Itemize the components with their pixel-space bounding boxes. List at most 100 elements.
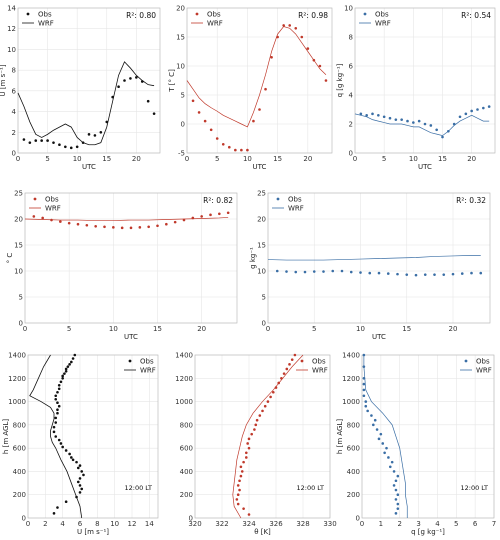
legend-label-wrf: WRF: [476, 367, 492, 375]
obs-point: [394, 118, 398, 121]
obs-point: [362, 376, 366, 380]
obs-point: [451, 272, 455, 276]
obs-point: [406, 119, 409, 123]
obs-point: [56, 390, 59, 394]
y-tick-label: 200: [13, 491, 26, 499]
y-tick-label: 800: [347, 421, 360, 429]
y-tick-label: 0: [19, 320, 23, 328]
obs-point: [191, 216, 195, 220]
obs-point: [75, 495, 78, 499]
obs-point: [226, 211, 230, 215]
y-axis-label: h [m AGL]: [2, 419, 10, 454]
obs-point: [203, 119, 207, 123]
obs-point: [254, 423, 258, 427]
obs-point: [70, 360, 73, 364]
obs-point: [56, 408, 59, 412]
y-tick-label: 10: [7, 46, 16, 54]
x-tick-label: 322: [215, 520, 228, 528]
y-tick-label: 6: [349, 63, 354, 71]
obs-point: [173, 220, 177, 224]
obs-point: [364, 400, 368, 403]
obs-point: [388, 465, 392, 469]
y-tick-label: 600: [13, 445, 26, 453]
y-tick-label: 200: [347, 491, 360, 499]
obs-point: [396, 507, 400, 510]
obs-point: [386, 272, 390, 275]
r2-label: R²: 0.54: [461, 11, 491, 20]
obs-point: [54, 397, 58, 401]
obs-point: [270, 56, 273, 59]
y-tick-label: 1400: [175, 352, 193, 360]
r2-label: R²: 0.80: [126, 11, 156, 20]
x-tick-label: 6: [78, 520, 83, 528]
y-tick-label: 0: [181, 121, 185, 129]
x-tick-label: 15: [102, 155, 111, 163]
y-tick-label: 1200: [342, 375, 360, 383]
plot-frame: [24, 192, 238, 324]
x-tick-label: 15: [402, 325, 411, 333]
y-tick-label: 20: [14, 216, 23, 224]
x-tick-label: 12: [128, 520, 137, 528]
obs-point: [68, 452, 71, 456]
obs-point: [322, 270, 325, 273]
obs-point: [266, 400, 270, 403]
obs-point: [209, 128, 213, 132]
obs-point: [276, 35, 279, 39]
obs-point: [221, 143, 225, 146]
x-tick-label: 10: [73, 155, 82, 163]
obs-point: [312, 270, 316, 273]
obs-point: [64, 145, 67, 149]
obs-point: [253, 428, 256, 431]
obs-point: [59, 220, 62, 223]
y-tick-label: 0: [12, 150, 16, 158]
legend-marker-obs: [26, 12, 30, 16]
obs-point: [209, 213, 212, 217]
plot-frame: [267, 192, 491, 324]
x-tick-label: 15: [438, 155, 447, 163]
obs-point: [269, 395, 272, 399]
legend-marker-obs: [195, 12, 199, 16]
obs-point: [156, 224, 159, 228]
obs-point: [340, 269, 344, 273]
legend-marker-obs: [33, 197, 37, 201]
plot-frame: [186, 7, 333, 154]
obs-point: [331, 269, 335, 273]
obs-point: [80, 470, 84, 473]
plot-frame: [354, 7, 496, 154]
y-tick-label: 5: [262, 294, 266, 302]
y-tick-label: 14: [7, 5, 16, 13]
obs-point: [71, 357, 75, 360]
legend-label-obs: Obs: [207, 11, 221, 19]
obs-point: [349, 270, 353, 274]
obs-point: [52, 141, 55, 144]
obs-point: [288, 363, 291, 366]
obs-point: [396, 502, 400, 506]
legend-label-obs: Obs: [45, 196, 59, 204]
obs-point: [56, 506, 59, 509]
legend-label-wrf: WRF: [207, 20, 223, 28]
obs-point: [390, 460, 394, 464]
plot-frame: [194, 354, 331, 519]
obs-point: [66, 365, 70, 368]
legend-marker-obs: [276, 197, 280, 201]
y-tick-label: 15: [257, 242, 266, 250]
obs-point: [99, 130, 103, 134]
x-tick-label: 5: [312, 325, 316, 333]
x-tick-label: 2: [397, 520, 401, 528]
x-tick-label: 0: [23, 325, 27, 333]
obs-point: [64, 367, 68, 371]
chart-theta-prof: 320 322 324 326 328 330 0 200 400 600 800 1000 1200 1…: [175, 352, 337, 537]
time-annotation: 12:00 LT: [125, 484, 153, 492]
obs-point: [359, 112, 363, 116]
obs-point: [423, 122, 427, 126]
obs-point: [58, 143, 61, 147]
time-annotation: 12:00 LT: [461, 484, 489, 492]
y-axis-label: q [g kg⁻¹]: [336, 63, 344, 97]
x-tick-label: 5: [215, 155, 219, 163]
y-tick-label: 8: [12, 67, 16, 75]
obs-point: [470, 271, 473, 275]
legend-label-wrf: WRF: [38, 20, 54, 28]
x-tick-label: 6: [473, 520, 478, 528]
